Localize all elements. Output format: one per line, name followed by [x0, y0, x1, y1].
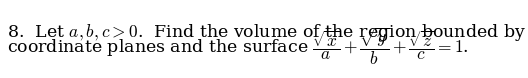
Text: 8.  Let $a, b, c > 0$.  Find the volume of the region bounded by the: 8. Let $a, b, c > 0$. Find the volume of…	[7, 22, 528, 43]
Text: coordinate planes and the surface $\dfrac{\sqrt{x}}{a} + \dfrac{\sqrt{y}}{b} + \: coordinate planes and the surface $\dfra…	[7, 25, 469, 67]
